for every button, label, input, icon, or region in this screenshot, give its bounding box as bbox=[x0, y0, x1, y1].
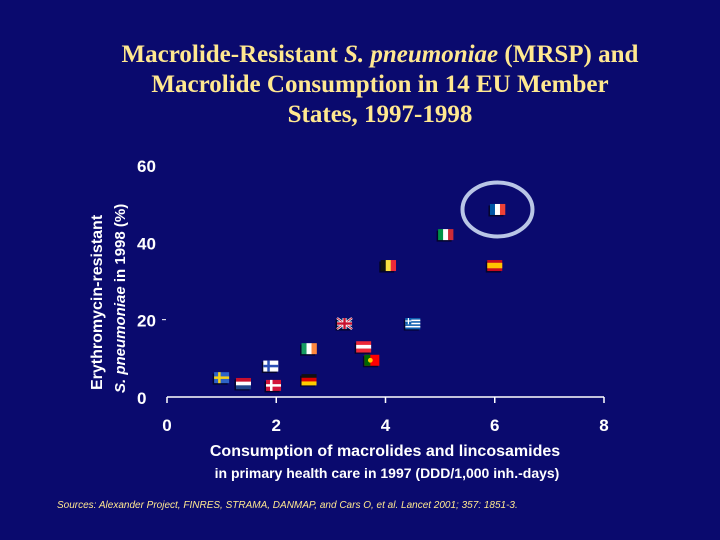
flag-point-uk: United Kingdom bbox=[335, 317, 353, 331]
y-axis-label-line2: S. pneumoniae in 1998 (%) bbox=[112, 204, 129, 393]
source-note: Sources: Alexander Project, FINRES, STRA… bbox=[57, 500, 518, 511]
flag-point-greece: Greece bbox=[403, 318, 421, 331]
flag-point-france: France bbox=[488, 203, 506, 217]
flag-point-germany: Germany bbox=[300, 374, 317, 387]
flag-point-finland: Finland bbox=[261, 360, 279, 374]
y-tick-label: 60 bbox=[137, 157, 156, 176]
title-line3: States, 1997-1998 bbox=[287, 101, 473, 128]
flag-point-spain: Spain bbox=[485, 260, 503, 273]
flag-point-netherlands: Netherlands bbox=[234, 377, 251, 391]
title-line2: Macrolide Consumption in 14 EU Member bbox=[151, 71, 609, 98]
y-tick-label: 0 bbox=[137, 389, 146, 408]
title-line1-pre: Macrolide-Resistant bbox=[121, 41, 344, 68]
title-line1-post: (MRSP) and bbox=[498, 41, 639, 68]
x-tick-label: 0 bbox=[162, 416, 171, 435]
flag-point-denmark: Denmark bbox=[264, 379, 282, 393]
flag-point-ireland: Ireland bbox=[300, 343, 317, 356]
x-axis-label-line2: in primary health care in 1997 (DDD/1,00… bbox=[215, 465, 560, 481]
x-tick-label: 8 bbox=[599, 416, 608, 435]
flag-point-italy: Italy bbox=[436, 229, 454, 242]
y-tick-label: 20 bbox=[137, 312, 156, 331]
x-tick-label: 2 bbox=[272, 416, 281, 435]
y-axis-label-italic: S. pneumoniae bbox=[112, 286, 129, 393]
flag-point-portugal: Portugal bbox=[362, 354, 380, 368]
y-tick-label: 40 bbox=[137, 234, 156, 253]
x-tick-label: 6 bbox=[490, 416, 499, 435]
chart-title: Macrolide-Resistant S. pneumoniae (MRSP)… bbox=[60, 40, 700, 130]
x-tick-label: 4 bbox=[381, 416, 391, 435]
highlight-ring bbox=[460, 180, 535, 239]
flag-point-sweden: Sweden bbox=[212, 372, 230, 385]
title-line1-italic: S. pneumoniae bbox=[343, 41, 499, 68]
x-axis-label-line1: Consumption of macrolides and lincosamid… bbox=[210, 443, 560, 460]
flag-point-belgium: Belgium bbox=[379, 260, 397, 273]
y-axis-label-rest: in 1998 (%) bbox=[112, 204, 129, 287]
flag-point-austria: Austria bbox=[354, 341, 372, 354]
y-axis-label-line1: Erythromycin-resistant bbox=[89, 214, 106, 390]
